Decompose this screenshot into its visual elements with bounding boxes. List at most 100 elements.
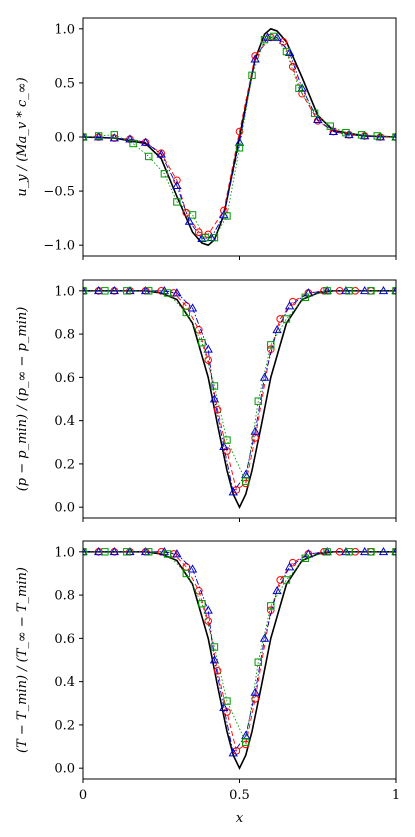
data-point [203, 344, 213, 353]
data-point [140, 137, 151, 146]
data-point [373, 132, 381, 140]
data-point [367, 548, 375, 556]
data-point [342, 128, 350, 137]
y-tick-label: 0.8 [54, 589, 75, 604]
y-tick-label: 0.0 [54, 501, 75, 516]
panel-3: 0.0 0.2 0.4 0.6 0.8 1.0 0 0.5 1 (T − T_min) / (T_… [15, 540, 400, 803]
data-point [270, 32, 278, 41]
data-point [156, 149, 166, 158]
data-point [260, 35, 269, 44]
data-point [360, 547, 370, 556]
data-point [254, 397, 262, 405]
data-point [259, 372, 270, 381]
data-point [267, 602, 275, 610]
y-tick-label: 0.6 [54, 371, 75, 386]
data-point [210, 382, 219, 390]
series-2 [83, 548, 396, 755]
data-point [145, 152, 153, 161]
data-point [172, 288, 182, 297]
y-tick-label: 0.6 [54, 632, 75, 647]
x-tick-label: 0 [79, 788, 87, 803]
data-point [184, 216, 195, 225]
data-point [163, 550, 172, 558]
data-point [109, 286, 119, 295]
data-point [235, 127, 244, 136]
data-point [209, 655, 220, 664]
data-point [219, 441, 229, 450]
data-point [210, 233, 219, 242]
y-tick-label: 1.0 [54, 284, 75, 299]
y-tick-label: −0.5 [43, 185, 75, 200]
data-point [101, 287, 109, 295]
series-line [83, 551, 396, 755]
x-tick-label: 1 [392, 788, 400, 803]
plot-area [83, 27, 396, 247]
data-point [248, 71, 256, 80]
data-point [345, 548, 353, 556]
series-line [83, 290, 396, 494]
data-point [223, 212, 231, 220]
data-point [267, 341, 275, 349]
data-point [367, 287, 375, 295]
data-point [250, 54, 260, 63]
data-point [228, 487, 238, 496]
series-1 [83, 551, 396, 771]
data-point [204, 356, 212, 364]
data-point [173, 176, 181, 185]
data-point [94, 132, 103, 140]
data-point [93, 547, 104, 556]
data-point [223, 436, 231, 444]
data-point [203, 605, 213, 614]
y-tick-label: 1.0 [54, 545, 75, 560]
data-point [272, 324, 282, 334]
series-3 [83, 547, 396, 757]
data-point [295, 84, 303, 93]
data-point [187, 564, 198, 573]
y-tick-label: 0.0 [54, 131, 75, 146]
series-line [83, 290, 396, 491]
data-point [323, 548, 331, 556]
y-tick-label: 0.0 [54, 762, 75, 777]
data-point [323, 287, 331, 295]
data-point [83, 286, 88, 295]
data-point [259, 633, 270, 642]
data-point [228, 748, 238, 757]
data-point [83, 547, 88, 556]
series-1 [83, 290, 396, 510]
data-point [195, 228, 203, 236]
data-point [272, 585, 282, 595]
y-axis-label: u_y / (Ma_v * c_∞) [15, 77, 30, 196]
data-point [145, 287, 153, 295]
data-point [83, 132, 88, 141]
data-point [123, 287, 131, 295]
data-point [197, 233, 207, 243]
series-line [83, 551, 396, 752]
data-point [198, 339, 206, 347]
data-point [282, 315, 291, 323]
data-point [188, 211, 197, 219]
data-point [345, 287, 353, 295]
data-point [123, 548, 131, 556]
data-point [187, 303, 198, 312]
plot-area [83, 547, 396, 771]
data-point [129, 139, 137, 148]
series-4 [83, 287, 396, 485]
y-tick-label: 1.0 [54, 22, 75, 37]
data-point [173, 198, 181, 206]
y-tick-label: 0.4 [54, 414, 75, 429]
data-point [250, 687, 260, 696]
x-tick-label: 0.5 [229, 788, 250, 803]
data-point [284, 562, 295, 571]
series-1 [83, 27, 396, 247]
data-point [284, 301, 295, 310]
y-axis-label: (T − T_min) / (T_∞ − T_min) [15, 567, 30, 753]
data-point [282, 576, 291, 584]
data-point [301, 554, 309, 563]
data-point [172, 180, 182, 190]
series-line [83, 551, 396, 744]
series-line [83, 35, 396, 239]
data-point [163, 289, 172, 297]
x-axis-label: x [236, 811, 244, 826]
axes-frame [82, 540, 397, 780]
